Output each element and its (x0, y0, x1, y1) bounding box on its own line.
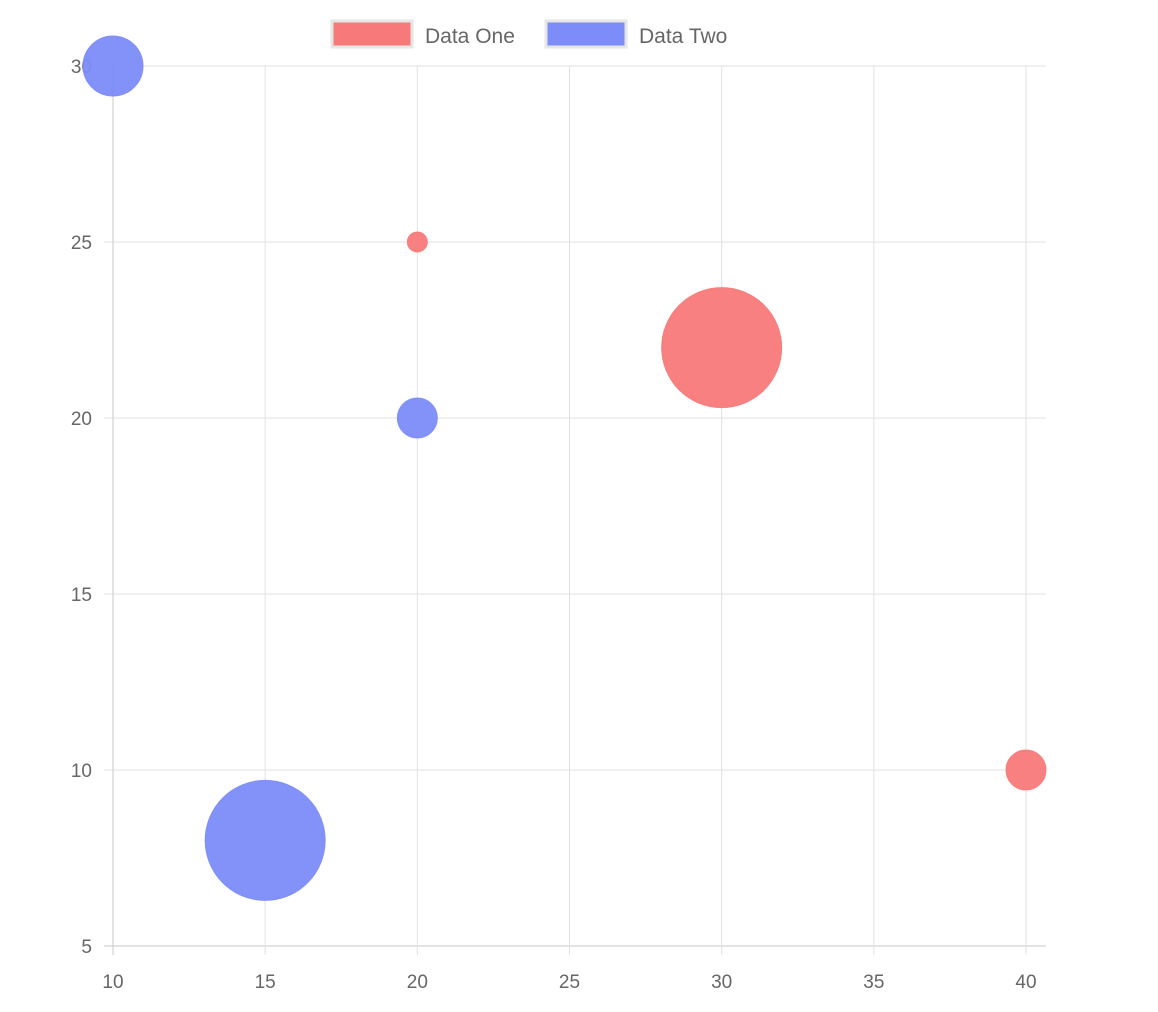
legend-label: Data One (425, 25, 515, 48)
grid (104, 65, 1046, 955)
y-tick-label: 5 (81, 937, 92, 958)
x-tick-label: 15 (255, 972, 276, 993)
x-tick-label: 40 (1015, 972, 1036, 993)
x-tick-label: 30 (711, 972, 732, 993)
legend-swatch-data-one (330, 19, 414, 49)
bubble-data-two (82, 35, 144, 97)
x-tick-label: 35 (863, 972, 884, 993)
y-tick-label: 25 (71, 233, 92, 254)
bubble-data-one (661, 287, 783, 409)
x-tick-label: 10 (102, 972, 123, 993)
y-tick-label: 15 (71, 585, 92, 606)
x-tick-label: 25 (559, 972, 580, 993)
y-tick-label: 20 (71, 409, 92, 430)
bubble-data-one (1005, 749, 1047, 791)
bubble-data-one (406, 231, 428, 253)
bubble-data-two (204, 779, 326, 901)
legend: Data One Data Two (330, 19, 727, 49)
x-axis: 10 15 20 25 30 35 40 (102, 972, 1036, 993)
legend-label: Data Two (639, 25, 727, 48)
bubble-data-two (396, 397, 438, 439)
legend-swatch-data-two (544, 19, 628, 49)
x-tick-label: 20 (407, 972, 428, 993)
bubbles (82, 35, 1047, 901)
y-tick-label: 10 (71, 761, 92, 782)
